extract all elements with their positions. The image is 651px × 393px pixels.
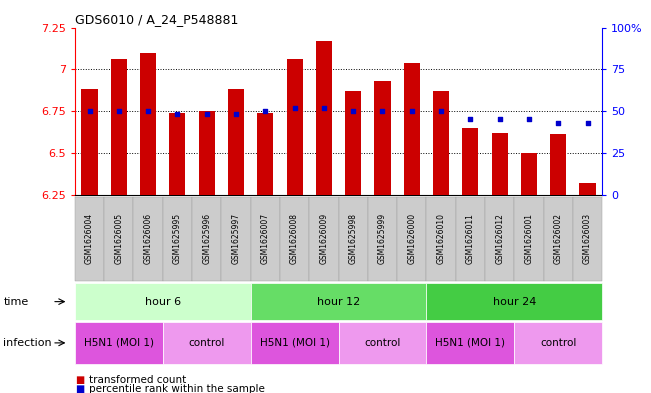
Text: GSM1625995: GSM1625995 [173,213,182,264]
Text: GSM1626007: GSM1626007 [261,213,270,264]
Text: GSM1625997: GSM1625997 [232,213,240,264]
Text: transformed count: transformed count [89,375,186,385]
Text: control: control [189,338,225,348]
Bar [579,183,596,195]
Text: GSM1626001: GSM1626001 [525,213,533,264]
Text: GSM1626009: GSM1626009 [320,213,328,264]
Bar [521,153,537,195]
Text: GSM1626005: GSM1626005 [115,213,123,264]
Text: hour 12: hour 12 [317,297,360,307]
Bar [492,133,508,195]
Bar [140,53,156,195]
Text: GSM1626012: GSM1626012 [495,213,504,264]
Bar [404,62,420,195]
Point [436,108,447,114]
Text: percentile rank within the sample: percentile rank within the sample [89,384,265,393]
Text: ■: ■ [75,384,84,393]
Point [143,108,154,114]
Bar [81,89,98,195]
Text: H5N1 (MOI 1): H5N1 (MOI 1) [436,338,505,348]
Point [465,116,476,123]
Bar [345,91,361,195]
Text: infection: infection [3,338,52,348]
Point [231,111,242,118]
Bar [316,41,332,195]
Point [523,116,534,123]
Text: control: control [540,338,576,348]
Point [260,108,271,114]
Point [348,108,358,114]
Bar [228,89,244,195]
Point [289,105,299,111]
Point [202,111,212,118]
Text: GSM1626011: GSM1626011 [466,213,475,264]
Point [114,108,124,114]
Text: GSM1626006: GSM1626006 [144,213,152,264]
Bar [199,111,215,195]
Point [85,108,95,114]
Text: GSM1625999: GSM1625999 [378,213,387,264]
Text: GSM1625996: GSM1625996 [202,213,211,264]
Point [583,119,593,126]
Point [378,108,388,114]
Text: GSM1625998: GSM1625998 [349,213,357,264]
Text: GSM1626003: GSM1626003 [583,213,592,264]
Text: GSM1626008: GSM1626008 [290,213,299,264]
Point [406,108,417,114]
Bar [169,113,186,195]
Point [495,116,505,123]
Bar [374,81,391,195]
Bar [286,59,303,195]
Text: time: time [3,297,29,307]
Bar [111,59,127,195]
Text: control: control [365,338,400,348]
Text: ■: ■ [75,375,84,385]
Text: H5N1 (MOI 1): H5N1 (MOI 1) [260,338,329,348]
Bar [257,113,273,195]
Text: hour 6: hour 6 [145,297,181,307]
Text: GSM1626010: GSM1626010 [437,213,445,264]
Text: hour 24: hour 24 [493,297,536,307]
Point [173,111,183,118]
Text: GSM1626002: GSM1626002 [554,213,562,264]
Text: H5N1 (MOI 1): H5N1 (MOI 1) [84,338,154,348]
Bar [433,91,449,195]
Text: GSM1626004: GSM1626004 [85,213,94,264]
Text: GDS6010 / A_24_P548881: GDS6010 / A_24_P548881 [75,13,238,26]
Text: GSM1626000: GSM1626000 [408,213,416,264]
Point [319,105,329,111]
Point [553,119,564,126]
Bar [550,134,566,195]
Bar [462,128,478,195]
